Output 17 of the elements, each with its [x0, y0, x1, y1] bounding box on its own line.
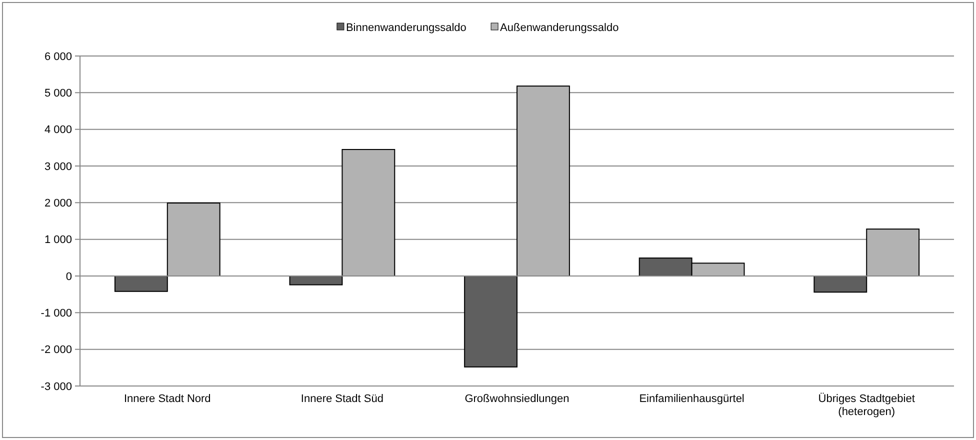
- legend-label: Außenwanderungssaldo: [500, 22, 619, 34]
- y-tick-label: 1 000: [44, 234, 72, 246]
- x-tick-label: Übriges Stadtgebiet (heterogen): [818, 392, 915, 418]
- x-tick-label: Innere Stadt Süd: [300, 393, 384, 405]
- y-tick-label: 2 000: [44, 198, 72, 210]
- y-tick-label: 6 000: [44, 50, 72, 63]
- y-tick-label: 4 000: [44, 124, 72, 136]
- x-tick-label: Innere Stadt Nord: [124, 393, 211, 405]
- legend-label: Binnenwanderungssaldo: [346, 22, 466, 34]
- y-tick-label: 5 000: [44, 88, 72, 100]
- y-tick-label: -2 000: [40, 344, 72, 356]
- x-tick-label: Großwohnsiedlungen: [464, 393, 570, 405]
- x-tick-label: Einfamilienhausgürtel: [639, 393, 744, 405]
- y-tick-label: -3 000: [40, 380, 72, 393]
- y-tick-label: 0: [66, 270, 72, 283]
- y-tick-label: 3 000: [44, 160, 72, 173]
- y-tick-label: -1 000: [40, 308, 72, 320]
